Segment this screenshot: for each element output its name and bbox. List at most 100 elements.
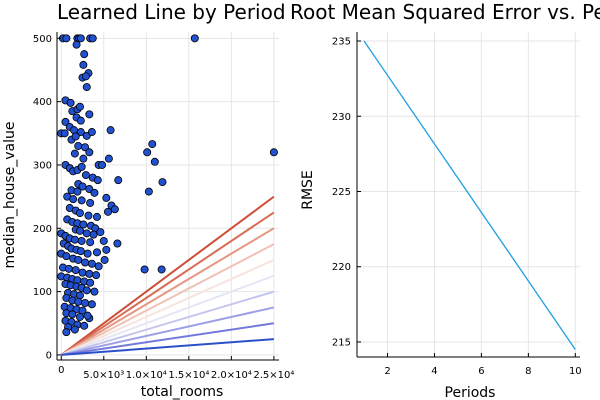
data-point (70, 235, 79, 244)
rmse-x-tick-label: 6 (478, 366, 484, 377)
data-point (70, 149, 79, 158)
data-point (70, 325, 79, 334)
data-point (81, 299, 90, 308)
scatter-y-tick-label: 300 (33, 160, 52, 171)
learned-line (61, 338, 274, 356)
rmse-chart-title: Root Mean Squared Error vs. Periods (290, 0, 600, 24)
scatter-chart: Learned Line by Period total_rooms media… (2, 0, 294, 400)
data-point (85, 148, 94, 157)
data-point (106, 126, 115, 135)
data-point (81, 143, 90, 152)
scatter-y-tick-label: 0 (46, 350, 52, 361)
data-point (87, 128, 96, 137)
data-point (79, 154, 88, 163)
scatter-x-tick-label: 1.5×10⁴ (168, 370, 209, 381)
data-point (93, 176, 102, 185)
data-point (87, 259, 96, 268)
data-point (88, 34, 97, 43)
data-point (102, 193, 111, 202)
rmse-y-tick-label: 220 (332, 262, 351, 273)
rmse-y-axis-label: RMSE (300, 170, 316, 210)
data-point (79, 60, 88, 69)
data-point (83, 311, 92, 320)
data-point (71, 132, 80, 141)
data-point (76, 116, 85, 125)
data-point (110, 205, 119, 214)
learned-line (60, 211, 275, 356)
data-point (79, 220, 88, 229)
data-point (90, 287, 99, 296)
rmse-line-chart: Root Mean Squared Error vs. Periods Peri… (290, 0, 600, 400)
data-point (82, 83, 91, 92)
learned-line (61, 306, 275, 356)
scatter-x-tick-label: 2.0×10⁴ (211, 370, 252, 381)
data-point (89, 230, 98, 239)
data-point (73, 187, 82, 196)
data-point (77, 236, 86, 245)
data-point (72, 40, 81, 49)
data-point (77, 196, 86, 205)
data-point (75, 226, 84, 235)
data-point (81, 72, 90, 81)
rmse-x-tick-label: 8 (525, 366, 531, 377)
data-point (76, 34, 85, 43)
learned-line (60, 243, 275, 356)
data-point (92, 248, 101, 257)
data-point (75, 312, 84, 321)
data-point (104, 207, 113, 216)
data-point (81, 258, 90, 267)
data-point (76, 247, 85, 256)
learned-line (61, 322, 275, 356)
data-point (190, 34, 199, 43)
scatter-y-tick-label: 400 (33, 97, 52, 108)
data-point (158, 178, 167, 187)
data-point (78, 268, 87, 277)
rmse-y-tick-label: 230 (332, 112, 351, 123)
data-point (102, 245, 111, 254)
data-point (100, 255, 109, 264)
data-point (62, 252, 71, 261)
learned-line (60, 259, 275, 356)
data-point (90, 188, 99, 197)
data-point (94, 262, 103, 271)
data-point (75, 102, 84, 111)
data-point (85, 269, 94, 278)
data-point (69, 195, 78, 204)
learned-line (60, 290, 275, 356)
scatter-x-tick-label: 5.0×10³ (83, 370, 124, 381)
scatter-y-tick-label: 100 (33, 287, 52, 298)
data-point (85, 110, 94, 119)
learned-line (60, 195, 275, 356)
scatter-x-tick-label: 1.0×10⁴ (126, 370, 167, 381)
scatter-x-tick-label: 2.5×10⁴ (253, 370, 294, 381)
data-point (82, 286, 91, 295)
data-point (78, 182, 87, 191)
data-point (92, 271, 101, 280)
data-point (71, 266, 80, 275)
data-point (77, 162, 86, 171)
scatter-y-tick-label: 500 (33, 34, 52, 45)
rmse-y-tick-label: 235 (332, 37, 351, 48)
data-point (64, 264, 73, 273)
data-point (66, 98, 75, 107)
data-point (96, 228, 105, 237)
data-point (269, 148, 278, 157)
rmse-y-tick-label: 225 (332, 187, 351, 198)
data-point (114, 176, 123, 185)
rmse-y-tick-label: 215 (332, 337, 351, 348)
data-point (75, 209, 84, 218)
data-point (113, 239, 122, 248)
data-point (92, 212, 101, 221)
data-point (74, 255, 83, 264)
data-point (148, 140, 157, 149)
data-point (62, 328, 71, 337)
data-point (74, 141, 83, 150)
data-point (143, 148, 152, 157)
scatter-y-axis-label: median_house_value (2, 122, 18, 269)
scatter-chart-title: Learned Line by Period (57, 0, 286, 24)
data-point (99, 236, 108, 245)
data-point (86, 238, 95, 247)
data-point (140, 265, 149, 274)
data-point (84, 211, 93, 220)
